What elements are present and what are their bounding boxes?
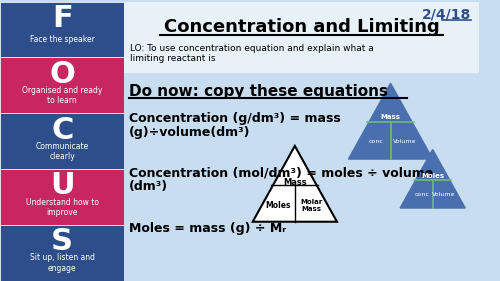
Text: conc: conc: [369, 139, 384, 144]
Text: Volume: Volume: [393, 139, 416, 144]
Text: Concentration (mol/dm³) = moles ÷ volume: Concentration (mol/dm³) = moles ÷ volume: [129, 166, 434, 179]
Bar: [124, 1, 478, 73]
Text: F: F: [52, 4, 72, 33]
Bar: [0, 169, 124, 225]
Text: Do now: copy these equations: Do now: copy these equations: [129, 83, 388, 99]
Text: Mass: Mass: [380, 114, 400, 120]
Text: Communicate
clearly: Communicate clearly: [36, 142, 89, 161]
Text: Mass: Mass: [283, 178, 306, 187]
Text: O: O: [50, 60, 75, 89]
Text: Understand how to
improve: Understand how to improve: [26, 198, 99, 217]
Bar: [0, 57, 124, 113]
Polygon shape: [400, 149, 465, 208]
Polygon shape: [348, 83, 432, 159]
Text: Sit up, listen and
engage: Sit up, listen and engage: [30, 253, 94, 273]
Bar: [0, 225, 124, 281]
Text: Moles: Moles: [421, 173, 444, 179]
Text: Concentration (g/dm³) = mass: Concentration (g/dm³) = mass: [129, 112, 341, 125]
Text: LO: To use concentration equation and explain what a
limiting reactant is: LO: To use concentration equation and ex…: [130, 44, 374, 63]
Polygon shape: [252, 146, 337, 222]
Text: U: U: [50, 171, 74, 200]
Text: C: C: [51, 115, 74, 145]
Text: Moles = mass (g) ÷ Mᵣ: Moles = mass (g) ÷ Mᵣ: [129, 222, 286, 235]
Text: Face the speaker: Face the speaker: [30, 35, 94, 44]
Text: Organised and ready
to learn: Organised and ready to learn: [22, 86, 102, 105]
Text: 2/4/18: 2/4/18: [422, 8, 471, 21]
Bar: [0, 113, 124, 169]
Text: Moles: Moles: [265, 201, 290, 210]
Text: conc: conc: [414, 192, 429, 197]
Text: S: S: [51, 227, 73, 256]
Text: Concentration and Limiting: Concentration and Limiting: [164, 18, 440, 36]
Text: Molar
Mass: Molar Mass: [300, 199, 323, 212]
Text: (g)÷volume(dm³): (g)÷volume(dm³): [129, 126, 250, 139]
Text: Volume: Volume: [432, 192, 456, 197]
Bar: [0, 1, 124, 57]
Bar: [124, 73, 478, 281]
Text: (dm³): (dm³): [129, 180, 168, 193]
